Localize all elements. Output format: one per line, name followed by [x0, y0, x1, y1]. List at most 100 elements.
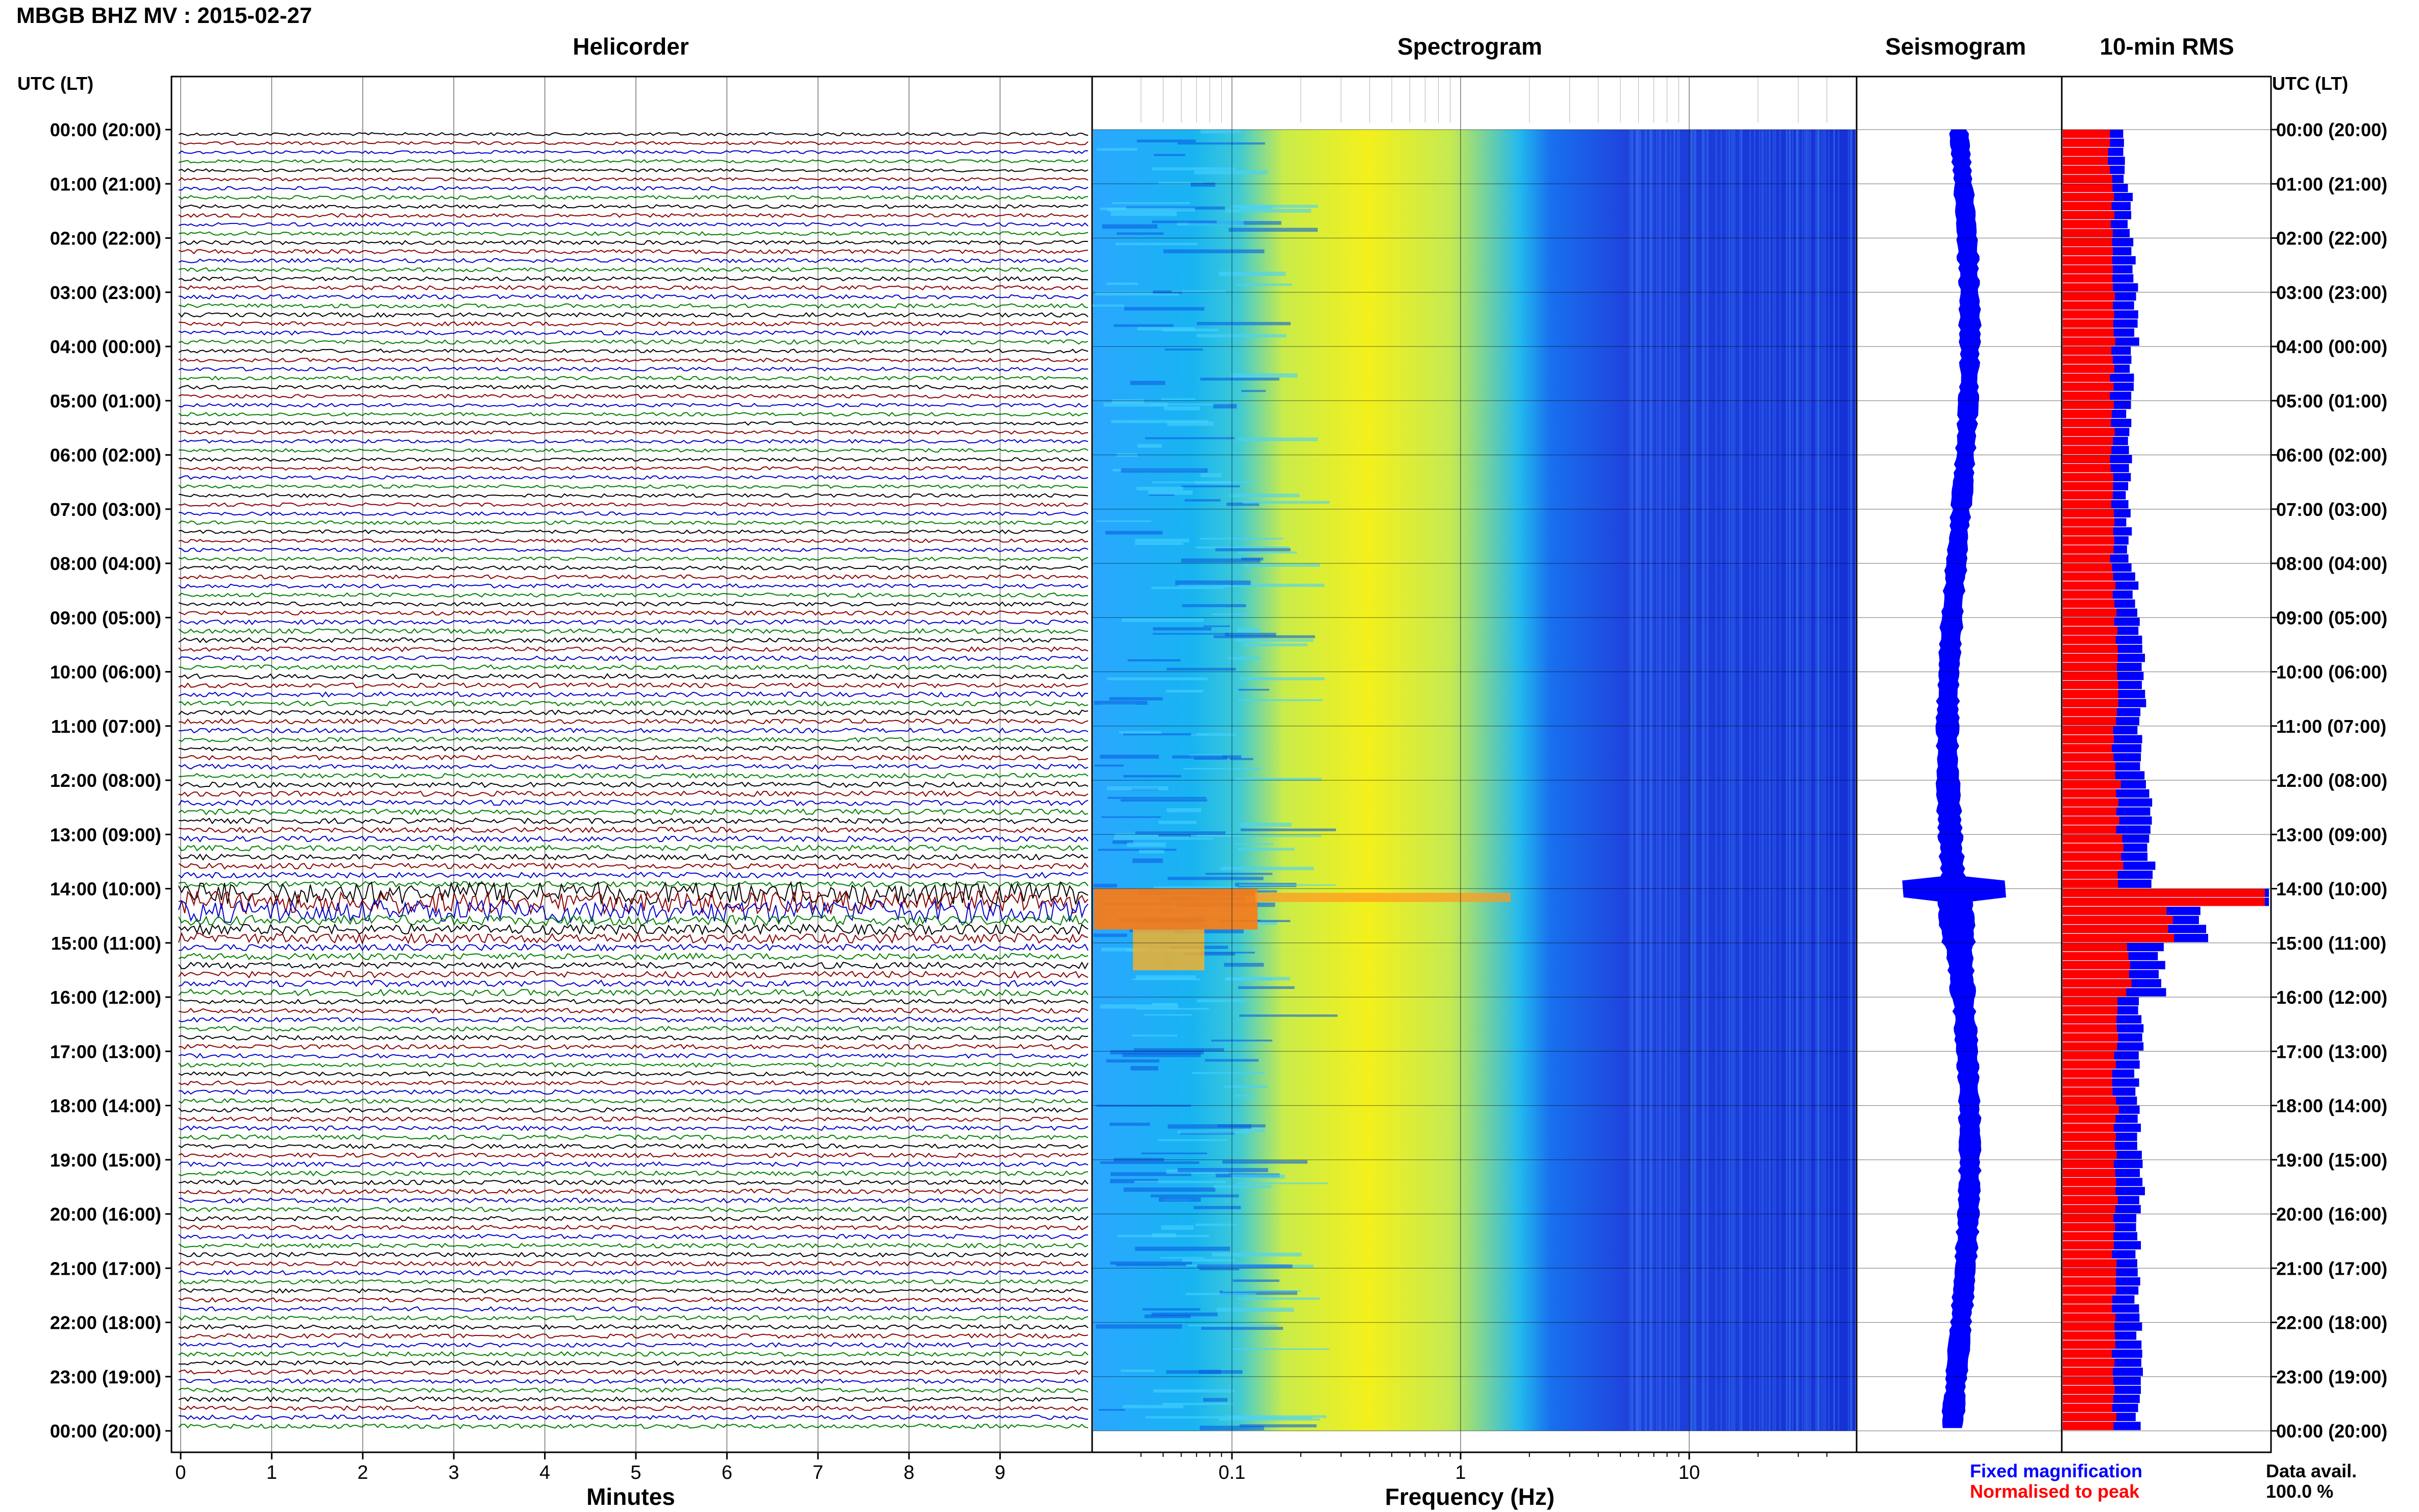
spectrogram-texture — [1100, 1004, 1179, 1009]
helicorder-trace — [178, 1044, 1089, 1050]
helicorder-trace — [178, 1107, 1089, 1113]
rms-panel — [2061, 76, 2272, 1453]
helicorder-trace — [178, 393, 1089, 399]
spectrogram-line — [1765, 130, 1767, 1431]
spectrogram-texture — [1220, 866, 1314, 871]
helicorder-trace — [178, 466, 1089, 471]
rms-bar-normalised — [2063, 943, 2127, 952]
helicorder-trace — [179, 439, 1089, 444]
helicorder-trace — [178, 872, 1089, 879]
rms-bar-normalised — [2063, 599, 2115, 608]
spectrogram-texture — [1191, 833, 1233, 837]
rms-bar-normalised — [2063, 1376, 2114, 1385]
time-label-right: 03:00 (23:00) — [2276, 282, 2387, 303]
axis-ticks: 0 1 2 3 4 5 6 7 8 9 0.1 1 10 — [165, 77, 2277, 1483]
spectrogram-texture — [1232, 1279, 1279, 1282]
spectrogram-line — [1740, 130, 1742, 1431]
rms-bar-normalised — [2063, 175, 2112, 183]
spectrogram-texture — [1110, 1172, 1192, 1176]
helicorder-trace — [178, 746, 1089, 752]
spectrogram-line — [1759, 130, 1761, 1431]
helicorder-trace — [178, 565, 1089, 571]
rms-bar-normalised — [2063, 915, 2173, 924]
rms-bar-normalised — [2063, 464, 2111, 473]
rms-bar-normalised — [2063, 798, 2118, 807]
spectrogram-texture — [1212, 613, 1251, 615]
spectrogram-texture — [1153, 1389, 1235, 1393]
spectrogram-texture — [1153, 627, 1212, 631]
rms-bar-normalised — [2063, 1322, 2115, 1331]
helicorder-trace — [178, 312, 1089, 318]
spectrogram-texture — [1211, 1039, 1273, 1042]
time-label-left: 06:00 (02:00) — [50, 445, 161, 466]
spectrogram-texture — [1238, 688, 1270, 691]
time-label-left: 07:00 (03:00) — [50, 499, 161, 520]
spectrogram-texture — [1229, 493, 1300, 498]
rms-bar-normalised — [2063, 879, 2118, 888]
spectrogram-line — [1645, 130, 1647, 1431]
spectrogram-texture — [1109, 697, 1163, 701]
rms-bar-normalised — [2063, 645, 2118, 653]
helicorder-trace — [178, 979, 1089, 988]
time-label-left: 03:00 (23:00) — [50, 282, 161, 303]
spectrogram-texture — [1224, 1085, 1267, 1088]
minute-tick-label: 8 — [904, 1462, 915, 1483]
rms-bar-normalised — [2063, 1331, 2115, 1340]
spectrogram-texture — [1182, 1258, 1236, 1262]
rms-bar-normalised — [2063, 888, 2265, 897]
spectrogram-line — [1828, 130, 1830, 1431]
spectrogram-texture — [1166, 1370, 1243, 1374]
time-label-right: 02:00 (22:00) — [2276, 228, 2387, 249]
rms-bar-normalised — [2063, 852, 2121, 861]
spectrogram-line — [1809, 130, 1811, 1431]
helicorder-trace — [178, 781, 1089, 788]
helicorder-trace — [178, 889, 1089, 915]
utc-header-left: UTC (LT) — [17, 73, 94, 94]
rms-bar-normalised — [2063, 247, 2113, 256]
rms-bar-normalised — [2063, 211, 2115, 219]
rms-bar-normalised — [2063, 617, 2114, 626]
spectrogram-texture — [1162, 329, 1219, 332]
rms-bar-normalised — [2063, 1368, 2113, 1376]
helicorder-trace — [178, 1414, 1089, 1420]
spectrogram-line — [1850, 130, 1853, 1431]
rms-bar-normalised — [2063, 726, 2113, 735]
helicorder-trace — [178, 899, 1089, 924]
rms-bar-normalised — [2063, 608, 2117, 617]
spectrogram-line — [1797, 130, 1799, 1431]
rms-bar-normalised — [2063, 689, 2118, 699]
rms-bar-normalised — [2063, 861, 2124, 870]
spectrogram-texture — [1194, 170, 1268, 175]
frequency-tick-label: 0.1 — [1219, 1462, 1246, 1483]
spectrogram-texture — [1230, 373, 1298, 378]
rms-bar-normalised — [2063, 1169, 2115, 1177]
spectrogram-texture — [1228, 228, 1318, 232]
rms-bar-normalised — [2063, 401, 2114, 409]
spectrogram-line — [1789, 130, 1791, 1431]
rms-bar-normalised — [2063, 1087, 2113, 1096]
spectrogram-texture — [1110, 1261, 1192, 1265]
rms-bar-normalised — [2063, 455, 2110, 463]
rms-bar-normalised — [2063, 374, 2110, 382]
helicorder-trace — [178, 1396, 1089, 1402]
helicorder-trace — [178, 1098, 1089, 1104]
helicorder-trace — [178, 186, 1089, 191]
time-label-left: 02:00 (22:00) — [50, 228, 161, 249]
spectrogram-texture — [1144, 1314, 1191, 1319]
spectrogram-texture — [1120, 1369, 1155, 1372]
helicorder-trace — [178, 773, 1089, 779]
rms-bar-normalised — [2063, 274, 2113, 283]
spectrogram-texture — [1093, 933, 1127, 937]
rms-bar-normalised — [2063, 1349, 2112, 1358]
rms-bar-normalised — [2063, 590, 2113, 599]
rms-bar-normalised — [2063, 355, 2113, 364]
spectrogram-texture — [1123, 733, 1197, 736]
spectrogram-panel — [1091, 76, 1858, 1453]
spectrogram-texture — [1142, 1308, 1201, 1311]
spectrogram-texture — [1137, 139, 1196, 143]
rms-bar-normalised — [2063, 346, 2112, 355]
rms-bar-normalised — [2063, 1105, 2119, 1114]
spectrogram-texture — [1234, 843, 1273, 845]
rms-bar-normalised — [2063, 807, 2116, 816]
